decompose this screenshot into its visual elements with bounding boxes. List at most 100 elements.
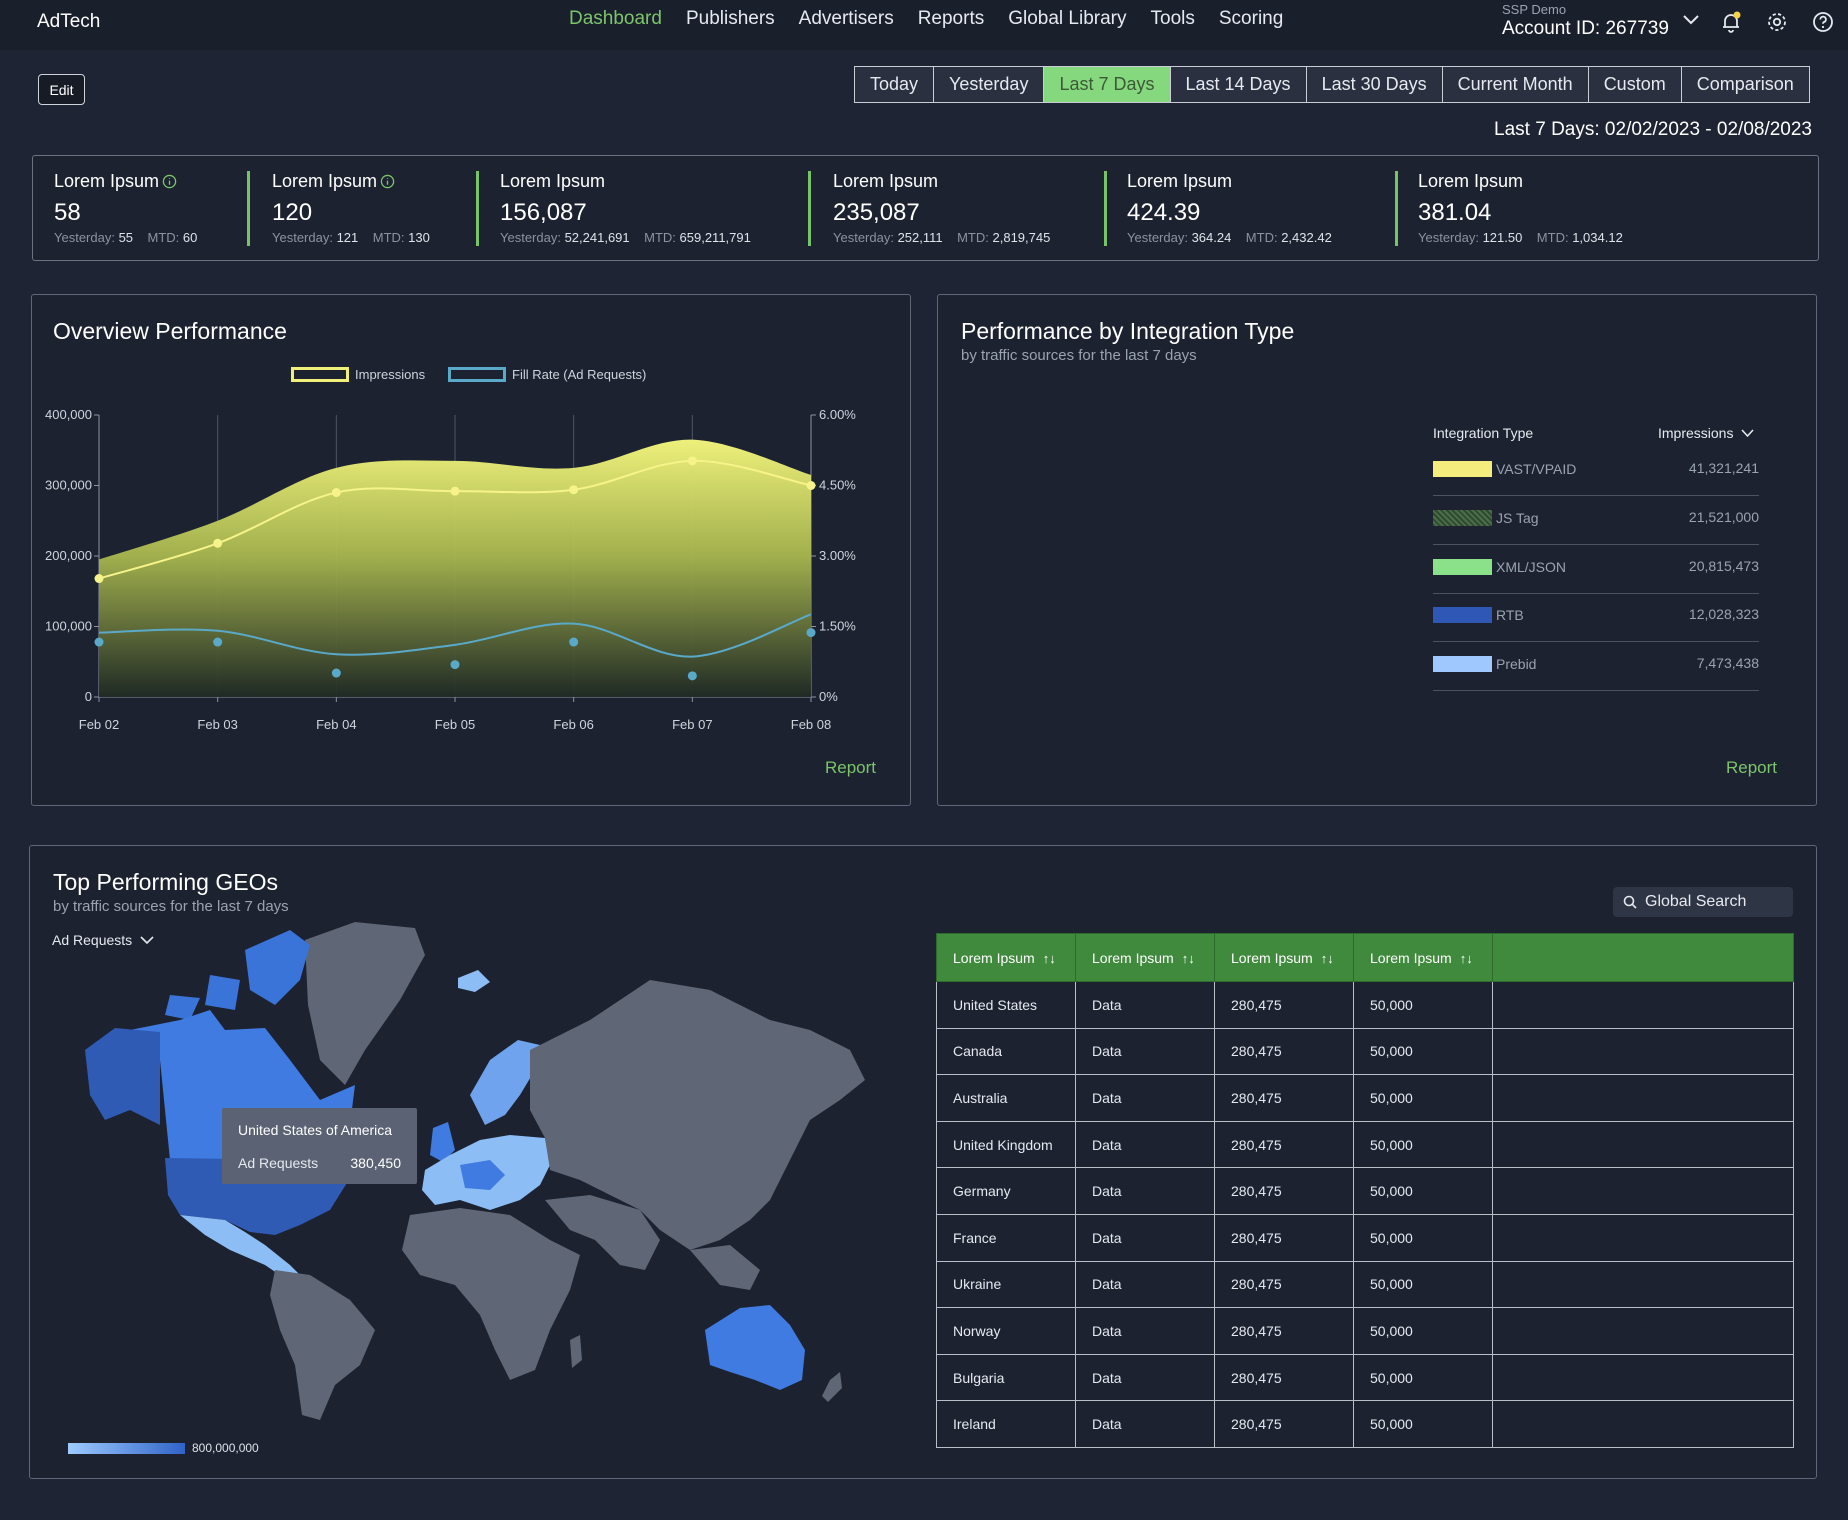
range-custom[interactable]: Custom xyxy=(1589,67,1682,102)
integration-row-rtb[interactable]: RTB 12,028,323 xyxy=(1433,594,1759,643)
impressions-point[interactable] xyxy=(569,485,579,495)
map-region-south-america[interactable] xyxy=(270,1270,375,1420)
map-region-australia[interactable] xyxy=(705,1305,805,1390)
table-row[interactable]: Ukraine Data 280,475 50,000 xyxy=(936,1260,1794,1309)
nav-item-global-library[interactable]: Global Library xyxy=(1008,8,1127,29)
map-region-iceland[interactable] xyxy=(458,970,490,992)
column-header-1[interactable]: Lorem Ipsum ↑↓ xyxy=(936,933,1076,982)
map-region-scandinavia[interactable] xyxy=(470,1040,540,1125)
nav-item-advertisers[interactable]: Advertisers xyxy=(798,8,894,29)
range-current-month[interactable]: Current Month xyxy=(1443,67,1589,102)
fill-rate-point[interactable] xyxy=(569,637,579,647)
account-label: SSP Demo xyxy=(1502,2,1567,17)
edit-button[interactable]: Edit xyxy=(38,74,85,105)
table-row[interactable]: Norway Data 280,475 50,000 xyxy=(936,1307,1794,1355)
kpi-mtd-label: MTD: xyxy=(957,230,989,245)
map-region-uk[interactable] xyxy=(430,1122,455,1162)
legend-fill-rate[interactable]: Fill Rate (Ad Requests) xyxy=(448,367,646,382)
impressions-point[interactable] xyxy=(687,456,697,466)
sort-icon[interactable]: ↑↓ xyxy=(1042,950,1056,966)
column-header-3[interactable]: Lorem Ipsum ↑↓ xyxy=(1214,933,1354,982)
nav-item-dashboard[interactable]: Dashboard xyxy=(569,8,662,29)
metric-dropdown[interactable]: Ad Requests xyxy=(52,932,154,948)
table-cell: 280,475 xyxy=(1214,981,1354,1029)
fill-rate-point[interactable] xyxy=(450,660,460,670)
kpi-mtd-label: MTD: xyxy=(147,230,180,245)
table-row[interactable]: Germany Data 280,475 50,000 xyxy=(936,1167,1794,1215)
range-last-30-days[interactable]: Last 30 Days xyxy=(1307,67,1443,102)
sort-icon[interactable]: ↑↓ xyxy=(1320,950,1334,966)
sort-icon[interactable]: ↑↓ xyxy=(1459,950,1473,966)
map-region-new-zealand[interactable] xyxy=(822,1372,842,1402)
range-comparison[interactable]: Comparison xyxy=(1696,74,1794,94)
impressions-point[interactable] xyxy=(331,488,341,498)
integration-row-js-tag[interactable]: JS Tag 21,521,000 xyxy=(1433,497,1759,545)
fill-rate-point[interactable] xyxy=(687,671,697,681)
integration-value: 41,321,241 xyxy=(1688,460,1759,476)
brand-logo[interactable]: AdTech xyxy=(37,11,101,32)
nav-item-scoring[interactable]: Scoring xyxy=(1218,8,1284,29)
map-region-central-europe[interactable] xyxy=(460,1160,505,1190)
table-row[interactable]: Canada Data 280,475 50,000 xyxy=(936,1027,1794,1076)
table-cell-empty xyxy=(1492,1120,1794,1169)
kpi-value: 156,087 xyxy=(500,199,587,226)
impressions-point[interactable] xyxy=(94,574,104,584)
integration-report-link[interactable]: Report xyxy=(1726,758,1778,777)
bell-icon[interactable] xyxy=(1719,10,1743,34)
info-icon[interactable] xyxy=(380,174,395,189)
range-today[interactable]: Today xyxy=(855,67,935,102)
help-icon[interactable] xyxy=(1811,10,1835,34)
range-last-14-days[interactable]: Last 14 Days xyxy=(1171,67,1307,102)
table-row[interactable]: Australia Data 280,475 50,000 xyxy=(936,1074,1794,1122)
info-icon[interactable] xyxy=(162,174,177,189)
nav-item-reports[interactable]: Reports xyxy=(917,8,985,29)
table-row[interactable]: United States Data 280,475 50,000 xyxy=(936,981,1794,1029)
table-cell: 280,475 xyxy=(1214,1027,1354,1076)
map-region-asia[interactable] xyxy=(530,980,865,1250)
gear-icon[interactable] xyxy=(1765,10,1789,34)
map-region-se-asia[interactable] xyxy=(690,1245,760,1290)
overview-chart[interactable]: 400,000 6.00% 300,000 4.50% 200,000 3.00% 100,… xyxy=(33,395,893,740)
table-row[interactable]: Ireland Data 280,475 50,000 xyxy=(936,1400,1794,1448)
column-header-2[interactable]: Lorem Ipsum ↑↓ xyxy=(1075,933,1215,982)
map-region-mexico[interactable] xyxy=(180,1215,305,1282)
range-last-7-days[interactable]: Last 7 Days xyxy=(1044,67,1171,102)
column-header-4[interactable]: Lorem Ipsum ↑↓ xyxy=(1353,933,1493,982)
integration-col-impressions[interactable]: Impressions xyxy=(1658,425,1755,441)
map-region-greenland[interactable] xyxy=(305,922,425,1085)
integration-row-xml-json[interactable]: XML/JSON 20,815,473 xyxy=(1433,546,1759,594)
table-cell: Data xyxy=(1075,1120,1215,1169)
impressions-point[interactable] xyxy=(806,481,816,490)
chevron-down-icon[interactable] xyxy=(1682,14,1700,26)
map-region-canada-islands[interactable] xyxy=(165,930,310,1020)
range-yesterday[interactable]: Yesterday xyxy=(934,67,1045,102)
map-region-africa[interactable] xyxy=(402,1208,580,1380)
table-cell: Canada xyxy=(936,1027,1076,1076)
integration-row-vast-vpaid[interactable]: VAST/VPAID 41,321,241 xyxy=(1433,448,1759,496)
table-row[interactable]: Bulgaria Data 280,475 50,000 xyxy=(936,1353,1794,1402)
table-row[interactable]: France Data 280,475 50,000 xyxy=(936,1213,1794,1262)
map-region-madagascar[interactable] xyxy=(570,1335,582,1368)
impressions-point[interactable] xyxy=(213,538,223,548)
legend-impressions[interactable]: Impressions xyxy=(291,367,425,382)
table-header-row: Lorem Ipsum ↑↓ Lorem Ipsum ↑↓ Lorem Ipsum ↑↓ L… xyxy=(936,933,1794,982)
world-map[interactable] xyxy=(50,910,900,1420)
account-switcher[interactable]: SSP Demo Account ID: 267739 xyxy=(1502,2,1669,40)
kpi-comparison: Yesterday: 121 MTD: 130 xyxy=(272,230,430,245)
y-tick-label: 100,000 xyxy=(45,619,92,634)
fill-rate-point[interactable] xyxy=(94,637,104,647)
nav-item-publishers[interactable]: Publishers xyxy=(685,8,775,29)
table-row[interactable]: United Kingdom Data 280,475 50,000 xyxy=(936,1120,1794,1169)
sort-icon[interactable]: ↑↓ xyxy=(1181,950,1195,966)
fill-rate-point[interactable] xyxy=(213,637,223,647)
chevron-down-icon xyxy=(1741,428,1755,437)
map-region-middle-east[interactable] xyxy=(545,1195,660,1270)
nav-item-tools[interactable]: Tools xyxy=(1150,8,1195,29)
impressions-point[interactable] xyxy=(450,486,460,496)
map-region-alaska[interactable] xyxy=(85,1028,160,1125)
global-search[interactable]: Global Search xyxy=(1613,887,1793,917)
integration-row-prebid[interactable]: Prebid 7,473,438 xyxy=(1433,643,1759,692)
overview-report-link[interactable]: Report xyxy=(825,758,877,777)
fill-rate-point[interactable] xyxy=(806,628,816,638)
fill-rate-point[interactable] xyxy=(331,668,341,678)
